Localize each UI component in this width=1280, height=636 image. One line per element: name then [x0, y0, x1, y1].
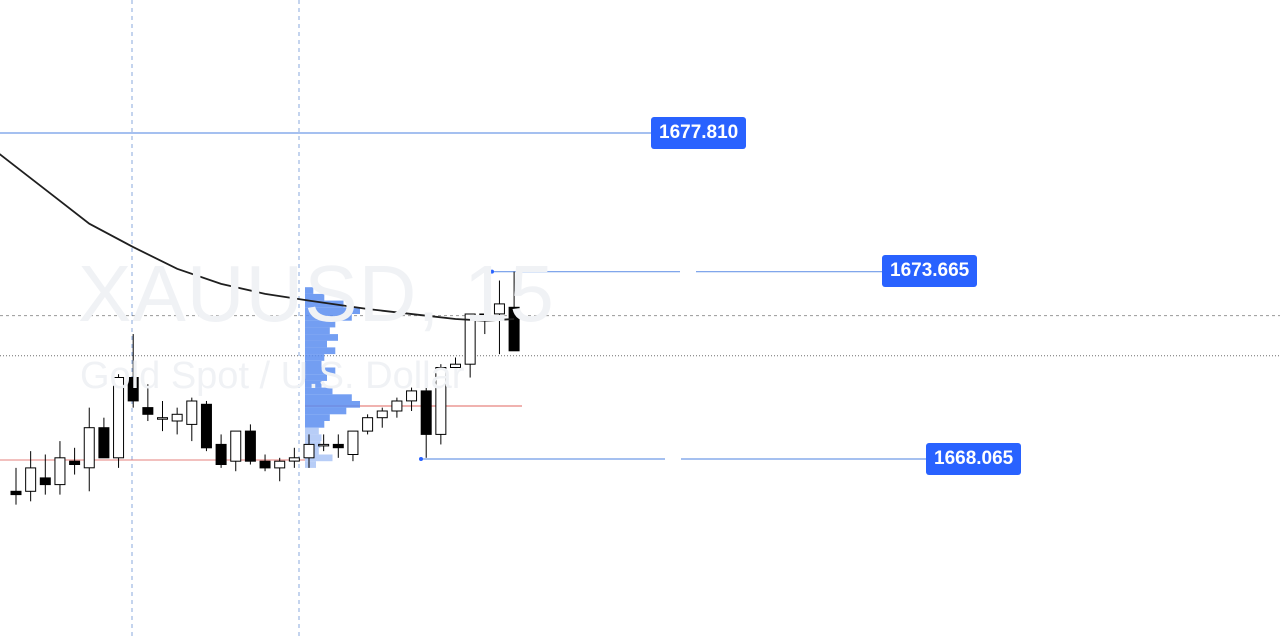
candle-body-31	[464, 313, 476, 365]
watermark-description: Gold Spot / U.S. Dollar	[80, 355, 465, 397]
volume-profile-bar-1	[305, 293, 325, 301]
volume-profile-bar-15	[305, 387, 333, 395]
candle-body-32	[479, 313, 491, 318]
candle-body-18	[274, 460, 286, 469]
volume-profile-bar-22	[305, 434, 322, 442]
candle-body-10	[157, 417, 168, 420]
volume-profile-bar-20	[305, 421, 325, 428]
candle-body-12	[186, 400, 198, 425]
candle-body-13	[200, 403, 212, 449]
volume-profile-bar-19	[305, 414, 330, 421]
candle-body-23	[347, 430, 359, 456]
candle-body-6	[98, 427, 110, 459]
volume-profile-bar-5	[305, 320, 336, 328]
candle-body-19	[288, 457, 300, 462]
candle-body-3	[54, 457, 66, 486]
volume-profile-bar-2	[305, 300, 344, 308]
candle-body-15	[230, 430, 242, 462]
level-anchor-lower	[419, 457, 423, 461]
volume-profile-bar-12	[305, 367, 336, 375]
candle-body-24	[362, 417, 374, 432]
volume-profile-bar-8	[305, 340, 327, 348]
candle-body-11	[171, 413, 183, 422]
watermark-symbol: XAUUSD, 15	[78, 249, 555, 338]
level-anchor-middle	[490, 269, 494, 274]
candle-body-25	[376, 410, 388, 419]
candle-body-28	[420, 390, 432, 435]
volume-profile-bar-17	[305, 401, 360, 408]
price-label-lower[interactable]: 1668.065	[926, 443, 1022, 475]
candle-body-1	[25, 467, 37, 492]
candle-body-16	[244, 430, 256, 462]
candle-body-4	[69, 460, 81, 466]
candle-body-21	[318, 443, 330, 447]
price-label-middle[interactable]: 1673.665	[882, 255, 978, 287]
volume-profile-bar-25	[305, 454, 333, 462]
candle-body-22	[332, 443, 344, 449]
candle-body-33	[493, 303, 505, 315]
moving-average-line	[0, 153, 515, 322]
volume-profile-bar-13	[305, 374, 327, 381]
candle-body-20	[303, 443, 315, 459]
volume-profile-bar-26	[305, 461, 316, 468]
volume-profile-bar-6	[305, 327, 330, 335]
candle-body-26	[391, 400, 403, 412]
candle-body-29	[435, 367, 447, 435]
price-label-upper[interactable]: 1677.810	[651, 117, 747, 149]
volume-profile-bar-0	[305, 287, 314, 294]
candle-body-9	[142, 407, 154, 415]
volume-profile-bar-11	[305, 360, 322, 368]
volume-profile-bar-16	[305, 394, 352, 401]
volume-profile-bar-7	[305, 334, 338, 341]
volume-profile-bar-14	[305, 380, 322, 388]
candle-body-0	[10, 490, 22, 496]
candle-body-7	[113, 377, 125, 459]
candle-body-34	[508, 306, 520, 352]
volume-profile-bar-3	[305, 307, 360, 314]
candle-body-14	[215, 443, 227, 465]
candle-body-27	[406, 390, 418, 402]
volume-profile-bar-10	[305, 354, 325, 361]
volume-profile-bar-18	[305, 407, 347, 415]
volume-profile-bar-21	[305, 427, 319, 435]
candle-body-8	[127, 377, 139, 402]
volume-profile-bar-9	[305, 347, 336, 355]
candle-body-2	[39, 477, 51, 486]
candle-body-30	[450, 363, 461, 369]
candle-body-17	[259, 460, 271, 469]
volume-profile-bar-4	[305, 314, 352, 321]
candle-body-5	[83, 427, 95, 469]
